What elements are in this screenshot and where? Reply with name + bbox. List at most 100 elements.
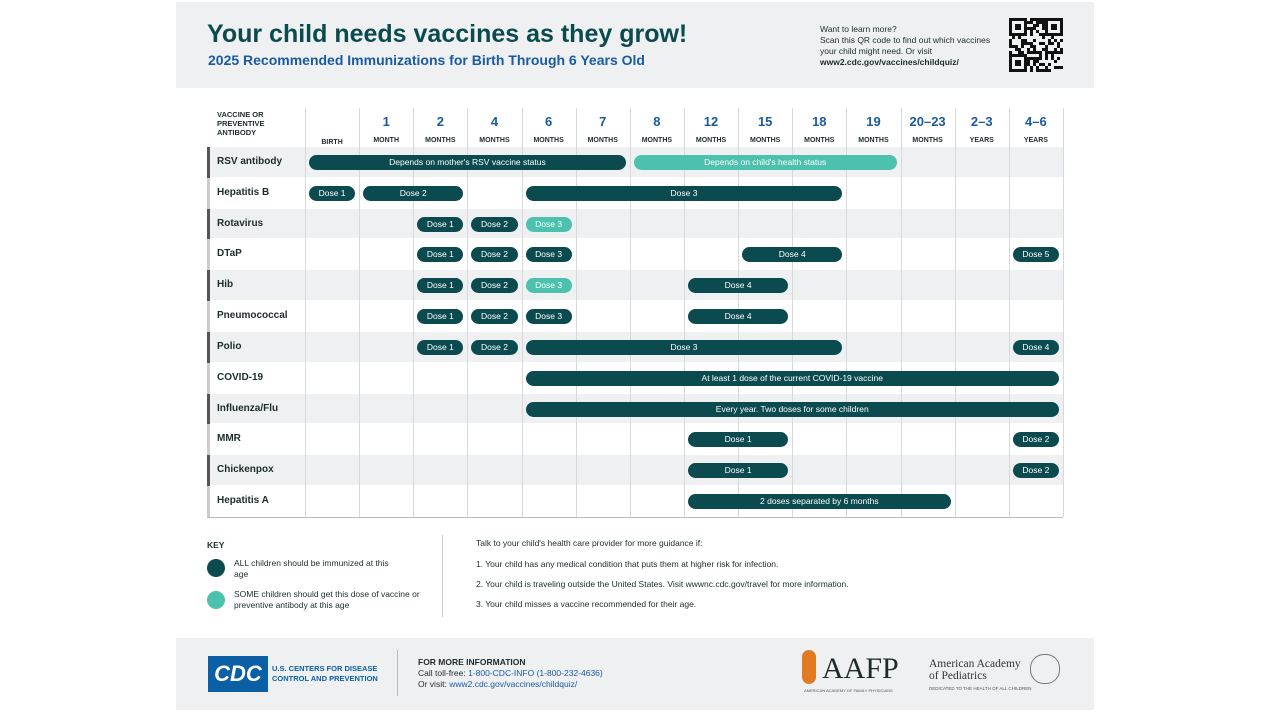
row-band [207,424,1063,456]
dose-bar: Dose 4 [1012,339,1059,355]
qr-module [1039,33,1042,36]
aap-name: American Academy of Pediatrics [929,658,1021,682]
qr-module [1054,24,1057,27]
note: 3. Your child misses a vaccine recommend… [476,599,697,609]
qr-module [1015,69,1018,72]
qr-module [1018,54,1021,57]
dose-bar: Dose 3 [525,185,843,201]
column-line [467,108,469,517]
dose-bar: Dose 1 [417,309,464,325]
column-header: BIRTH [305,131,359,149]
qr-module [1051,42,1054,45]
qr-module [1048,18,1051,21]
qr-module [1009,51,1012,54]
qr-module [1039,57,1042,60]
qr-module [1042,33,1045,36]
qr-module [1042,21,1045,24]
dose-bar: Dose 3 [525,339,843,355]
column-line [954,108,956,517]
qr-module [1039,63,1042,66]
column-line [792,108,794,517]
dose-bar: Dose 1 [687,432,789,448]
row-edge [207,424,210,456]
column-header: 8 MONTHS [630,114,684,147]
qr-module [1060,51,1063,54]
qr-module [1009,24,1012,27]
qr-module [1015,54,1018,57]
qr-module [1051,33,1054,36]
qr-module [1039,54,1042,57]
divider [442,535,443,617]
qr-module [1045,54,1048,57]
qr-module [1030,30,1033,33]
qr-module [1060,48,1063,51]
learn-more-url[interactable]: www2.cdc.gov/vaccines/childquiz/ [820,57,959,67]
qr-module [1036,24,1039,27]
age-number: 18 [812,114,827,129]
qr-module [1039,51,1042,54]
qr-module [1033,48,1036,51]
qr-module [1018,18,1021,21]
qr-module [1045,45,1048,48]
column-header: 19 MONTHS [846,114,900,147]
qr-module [1021,51,1024,54]
age-unit: MONTHS [479,137,510,144]
qr-module [1015,63,1018,66]
age-number: 8 [653,114,661,129]
column-line [413,108,415,517]
qr-module [1042,42,1045,45]
column-header: 2–3 YEARS [955,114,1009,147]
qr-module [1009,30,1012,33]
age-number: 19 [866,114,881,129]
qr-module [1045,66,1048,69]
dose-bar: Dose 5 [1012,247,1059,263]
qr-module [1036,51,1039,54]
qr-module [1054,27,1057,30]
dose-bar: Dose 3 [525,216,572,232]
qr-module [1018,69,1021,72]
qr-module [1009,66,1012,69]
qr-module [1015,45,1018,48]
row-edge [207,177,210,209]
qr-module [1030,66,1033,69]
url[interactable]: www2.cdc.gov/vaccines/childquiz/ [449,679,578,689]
row-edge [207,301,210,332]
qr-module [1051,36,1054,39]
divider [397,650,398,696]
column-header: 6 MONTHS [522,114,576,147]
vaccine-name: RSV antibody [217,156,283,167]
phone[interactable]: 1-800-CDC-INFO (1-800-232-4636) [468,668,603,678]
qr-module [1012,69,1015,72]
qr-module [1027,60,1030,63]
qr-module [1015,24,1018,27]
dose-bar: Dose 2 [471,247,518,263]
row-edge [207,147,210,178]
dose-bar: Dose 2 [471,278,518,294]
qr-module [1012,45,1015,48]
age-unit: MONTHS [425,137,456,144]
header-band [176,2,1094,88]
column-header: 1 MONTH [359,114,413,147]
note: 1. Your child has any medical condition … [476,559,779,569]
dose-bar: Dose 2 [1012,463,1059,479]
qr-module [1048,39,1051,42]
qr-module [1021,33,1024,36]
vaccine-name: DTaP [217,248,242,260]
dose-bar: Dose 1 [309,185,356,201]
column-line [1008,108,1010,517]
qr-module [1048,42,1051,45]
qr-module [1030,42,1033,45]
qr-module [1036,60,1039,63]
learn-more-text: Scan this QR code to find out which vacc… [820,35,991,56]
dose-bar: Dose 2 [363,185,464,201]
qr-module [1051,18,1054,21]
qr-module [1042,36,1045,39]
qr-module [1024,42,1027,45]
aafp-icon [802,650,816,684]
dose-bar: Dose 2 [471,216,518,232]
qr-module [1060,66,1063,69]
qr-module [1054,18,1057,21]
qr-module [1054,66,1057,69]
age-unit: MONTH [373,137,400,144]
column-header: 2 MONTHS [413,114,467,147]
